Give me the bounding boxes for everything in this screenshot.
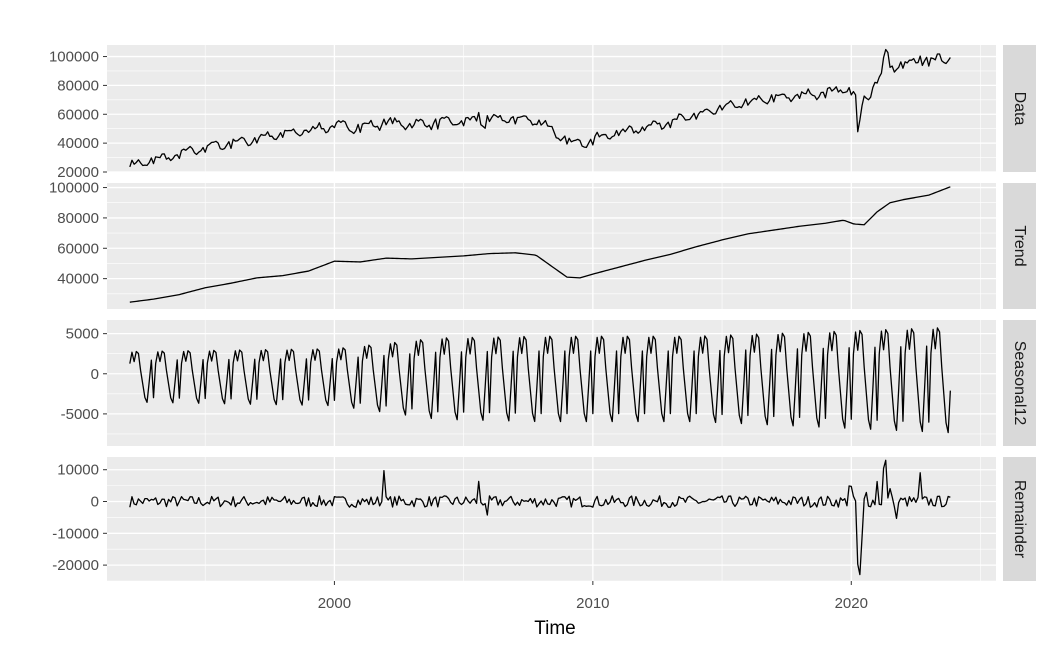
panel-background (107, 45, 996, 172)
facet-strip-label: Data (1011, 92, 1028, 126)
y-tick-label: 10000 (57, 462, 99, 479)
facet-strip (1003, 320, 1036, 446)
facet-strip (1003, 45, 1036, 172)
series-line-seasonal12 (129, 327, 951, 434)
y-tick-label: -10000 (52, 525, 99, 542)
y-tick-label: 80000 (57, 77, 99, 94)
facet-strip (1003, 183, 1036, 309)
x-tick-label: 2020 (835, 595, 868, 612)
y-tick-label: -20000 (52, 557, 99, 574)
y-tick-label: 100000 (49, 180, 99, 197)
y-tick-label: -5000 (61, 406, 99, 423)
x-tick-label: 2010 (576, 595, 609, 612)
y-tick-label: 60000 (57, 106, 99, 123)
y-tick-label: 60000 (57, 240, 99, 257)
series-line-data (129, 48, 951, 168)
x-tick-label: 2000 (318, 595, 351, 612)
y-tick-label: 100000 (49, 49, 99, 66)
x-axis-title: Time (534, 618, 576, 639)
y-tick-label: 0 (91, 494, 99, 511)
panel-remainder: -20000 -10000 0 10000 Remainder (52, 457, 1036, 582)
y-tick-label: 5000 (66, 326, 99, 343)
y-tick-label: 80000 (57, 210, 99, 227)
panel-background (107, 183, 996, 309)
facet-strip-label: Remainder (1011, 480, 1028, 559)
y-tick-label: 0 (91, 366, 99, 383)
panel-background (107, 457, 996, 581)
facet-strip (1003, 457, 1036, 581)
y-tick-label: 40000 (57, 271, 99, 288)
panel-seasonal12: -5000 0 5000 Seasonal12 (61, 320, 1036, 446)
y-tick-label: 20000 (57, 164, 99, 181)
panel-trend: 40000 60000 80000 100000 Trend (49, 180, 1036, 309)
series-line-remainder (129, 459, 951, 576)
panel-data: 20000 40000 60000 80000 100000 Data (49, 45, 1036, 181)
panels-layer: 20000400006000080000100000Data4000060000… (49, 45, 1036, 612)
y-tick-label: 40000 (57, 135, 99, 152)
facet-strip-label: Seasonal12 (1011, 341, 1028, 426)
facet-strip-label: Trend (1011, 225, 1028, 266)
series-line-trend (129, 186, 951, 303)
